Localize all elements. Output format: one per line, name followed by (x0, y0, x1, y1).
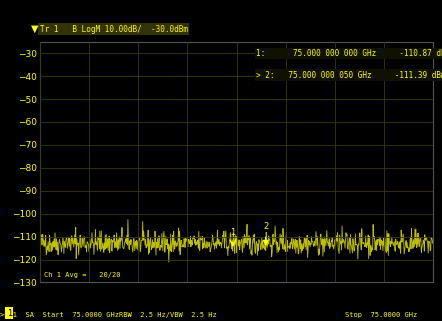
Text: ▼: ▼ (31, 24, 38, 34)
Text: 1:      75.000 000 000 GHz     -110.87 dBm: 1: 75.000 000 000 GHz -110.87 dBm (256, 49, 442, 58)
Text: Tr 1   B LogM 10.00dB/  -30.0dBm: Tr 1 B LogM 10.00dB/ -30.0dBm (40, 25, 188, 34)
Text: Stop  75.0000 GHz: Stop 75.0000 GHz (345, 312, 417, 318)
Text: > 2:   75.000 000 050 GHz     -111.39 dBm: > 2: 75.000 000 050 GHz -111.39 dBm (256, 71, 442, 80)
Text: Ch 1 Avg =   20/20: Ch 1 Avg = 20/20 (44, 272, 120, 278)
Text: 1: 1 (230, 228, 236, 237)
Text: RBW  2.5 Hz/VBW  2.5 Hz: RBW 2.5 Hz/VBW 2.5 Hz (119, 312, 217, 318)
Text: 1: 1 (7, 309, 12, 318)
Text: 2: 2 (263, 222, 268, 231)
Text: >Ch1  SA  Start  75.0000 GHz  —: >Ch1 SA Start 75.0000 GHz — (0, 312, 132, 318)
